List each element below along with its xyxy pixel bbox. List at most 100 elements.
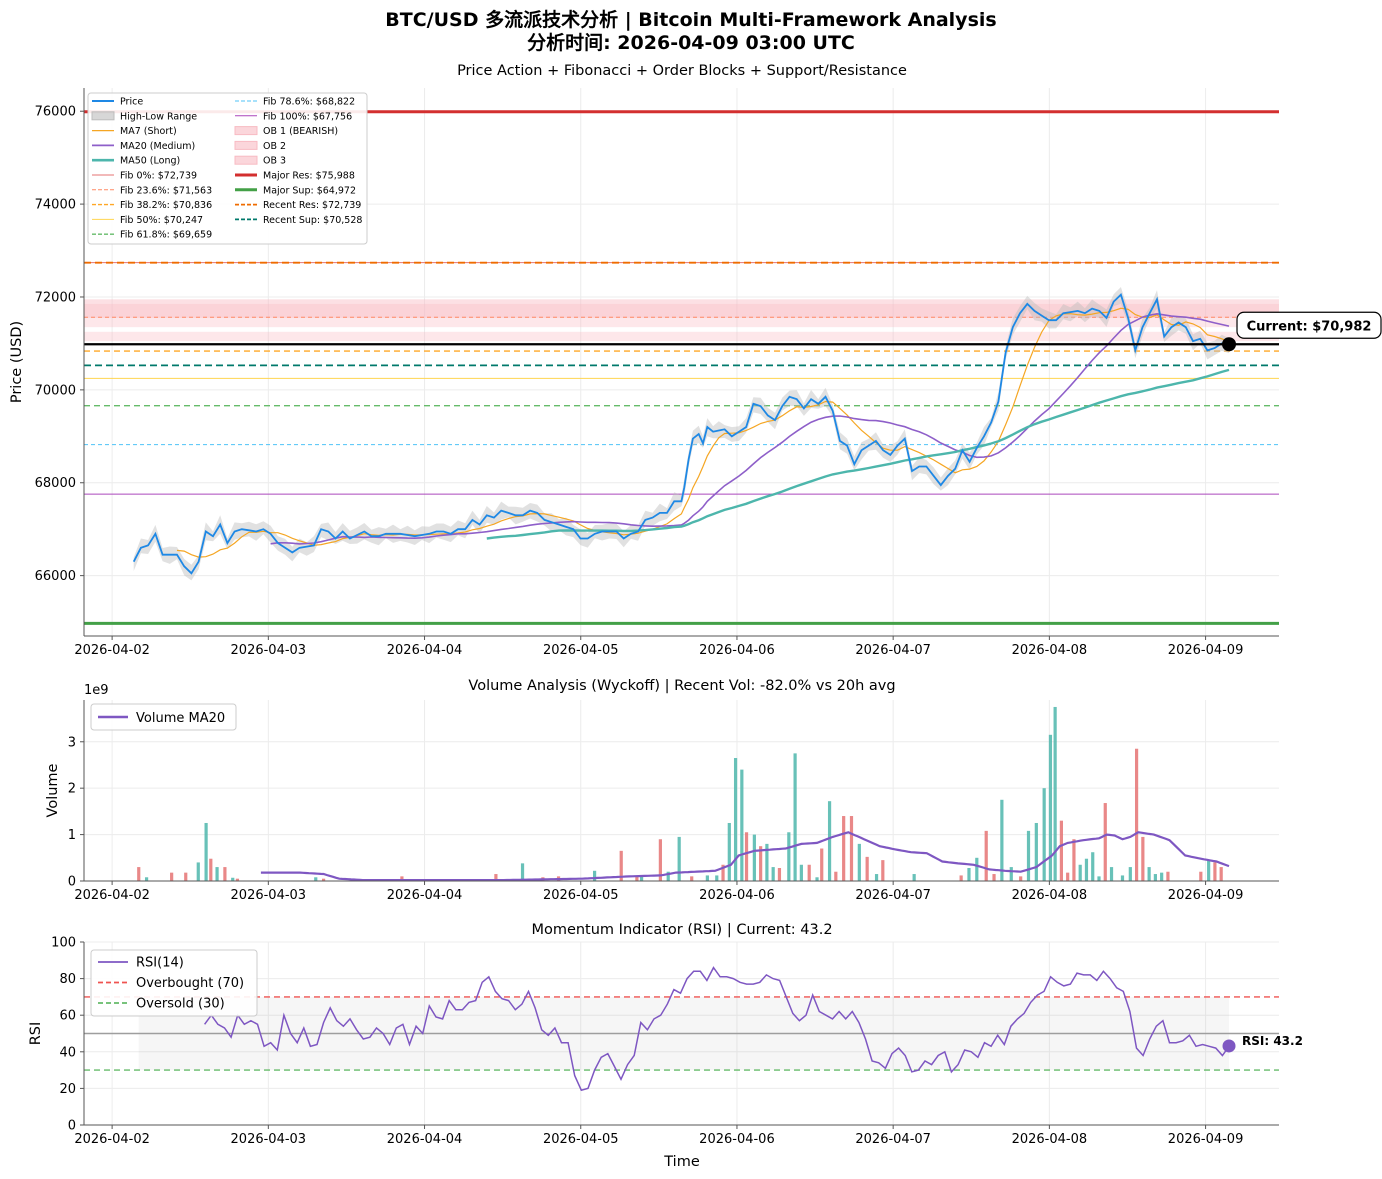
volume-bar — [635, 876, 639, 881]
volume-bar — [658, 839, 662, 881]
price-x-tick-label: 2026-04-03 — [231, 643, 307, 658]
volume-x-tick-label: 2026-04-02 — [74, 888, 150, 903]
volume-bar — [1059, 820, 1064, 881]
volume-bar — [1109, 867, 1114, 881]
volume-bar — [231, 877, 235, 881]
volume-bar — [744, 832, 749, 881]
volume-bar — [959, 875, 963, 881]
price-panel: Price Action + Fibonacci + Order Blocks … — [9, 63, 1382, 658]
legend-label: Fib 23.6%: $71,563 — [120, 185, 212, 196]
volume-bar — [771, 867, 775, 881]
volume-bar — [1091, 852, 1095, 881]
rsi-current-label: RSI: 43.2 — [1242, 1034, 1303, 1048]
volume-bar — [1072, 839, 1076, 881]
price-x-tick-label: 2026-04-05 — [543, 643, 619, 658]
volume-x-tick-label: 2026-04-06 — [699, 888, 775, 903]
volume-x-tick-label: 2026-04-09 — [1168, 888, 1244, 903]
volume-bar — [1153, 874, 1157, 881]
volume-bar — [727, 822, 731, 881]
volume-bar — [196, 862, 200, 881]
legend-label: MA50 (Long) — [120, 156, 180, 167]
volume-panel: Volume Analysis (Wyckoff) | Recent Vol: … — [45, 678, 1279, 903]
rsi-line — [203, 966, 1230, 1092]
legend-label: OB 1 (BEARISH) — [263, 126, 338, 137]
volume-bar — [1042, 788, 1046, 881]
legend-label: Major Sup: $64,972 — [263, 185, 356, 196]
volume-bar — [209, 858, 213, 881]
volume-bar — [1199, 871, 1203, 881]
legend-label: Price — [120, 97, 143, 108]
price-y-tick-label: 72000 — [35, 290, 76, 305]
volume-offset-label: 1e9 — [84, 683, 109, 698]
legend-label: Recent Sup: $70,528 — [263, 215, 362, 226]
volume-x-tick-label: 2026-04-08 — [1012, 888, 1088, 903]
volume-y-tick-label: 1 — [68, 828, 76, 843]
order-block-2 — [84, 303, 1279, 328]
volume-bar — [874, 874, 879, 881]
volume-y-tick-label: 0 — [68, 875, 76, 890]
volume-bar — [827, 801, 832, 881]
volume-bar — [815, 877, 819, 881]
volume-bar — [235, 878, 240, 881]
volume-bar — [1009, 867, 1013, 881]
legend-label: OB 2 — [263, 141, 286, 152]
volume-bar — [967, 868, 971, 881]
price-y-tick-label: 68000 — [35, 476, 76, 491]
volume-bar — [184, 872, 188, 881]
volume-bar — [677, 836, 681, 881]
rsi-x-axis-label: Time — [663, 1154, 700, 1170]
price-x-tick-label: 2026-04-09 — [1168, 643, 1244, 658]
volume-bar — [690, 876, 694, 881]
high-low-range-band — [133, 287, 1230, 581]
volume-bar — [1026, 830, 1031, 881]
legend-label: Overbought (70) — [136, 976, 244, 991]
volume-bar — [1078, 864, 1082, 881]
rsi-current-marker — [1222, 1039, 1236, 1053]
rsi-y-tick-label: 0 — [68, 1119, 76, 1134]
price-legend-box — [87, 92, 368, 245]
legend-label: Major Res: $75,988 — [263, 171, 355, 182]
legend-swatch — [234, 155, 258, 165]
volume-bar — [400, 876, 404, 881]
volume-bar — [777, 868, 782, 881]
volume-x-tick-label: 2026-04-04 — [387, 888, 463, 903]
legend-label: Oversold (30) — [136, 997, 225, 1012]
ma7-line — [176, 307, 1230, 558]
ma20-line — [270, 312, 1230, 545]
price-panel-title: Price Action + Fibonacci + Order Blocks … — [457, 63, 907, 79]
rsi-x-tick-label: 2026-04-07 — [855, 1132, 931, 1147]
volume-bar — [1120, 875, 1125, 881]
volume-bar — [1219, 867, 1223, 881]
rsi-x-tick-label: 2026-04-05 — [543, 1132, 619, 1147]
volume-bar — [639, 875, 644, 881]
volume-bar — [1128, 867, 1132, 881]
figure-title: BTC/USD 多流派技术分析 | Bitcoin Multi-Framewor… — [385, 9, 997, 31]
volume-panel-title: Volume Analysis (Wyckoff) | Recent Vol: … — [468, 678, 895, 694]
legend-label: OB 3 — [263, 156, 286, 167]
rsi-y-axis-label: RSI — [28, 1022, 44, 1046]
volume-y-tick-label: 2 — [68, 782, 76, 797]
rsi-x-tick-label: 2026-04-04 — [387, 1132, 463, 1147]
volume-bar — [752, 834, 756, 881]
rsi-y-tick-label: 60 — [59, 1009, 76, 1024]
current-price-marker — [1222, 337, 1237, 352]
volume-x-tick-label: 2026-04-03 — [231, 888, 307, 903]
price-x-tick-label: 2026-04-04 — [387, 643, 463, 658]
rsi-x-tick-label: 2026-04-02 — [74, 1132, 150, 1147]
legend-label: Recent Res: $72,739 — [263, 200, 361, 211]
volume-bar — [912, 874, 916, 881]
legend-label: MA20 (Medium) — [120, 141, 195, 152]
volume-bar — [799, 864, 803, 881]
volume-bar — [1084, 858, 1089, 881]
legend-swatch — [91, 111, 115, 121]
volume-bar — [715, 875, 719, 881]
volume-bar — [1103, 803, 1107, 881]
volume-bar — [834, 871, 838, 881]
volume-bar — [705, 875, 709, 881]
price-y-tick-label: 70000 — [35, 383, 76, 398]
volume-bar — [1019, 876, 1023, 881]
volume-bar — [1034, 822, 1038, 881]
volume-bar — [1134, 748, 1139, 881]
price-y-tick-label: 76000 — [35, 105, 76, 120]
